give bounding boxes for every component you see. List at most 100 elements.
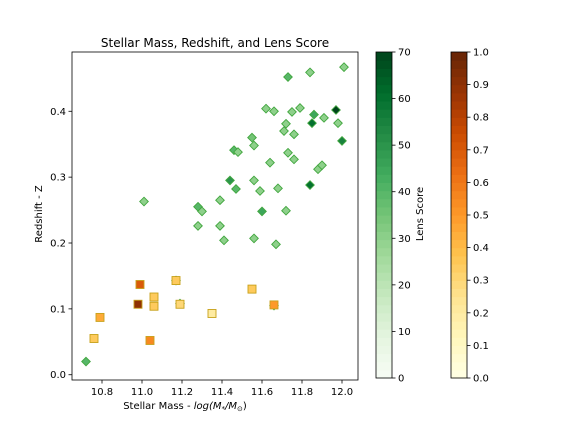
x-tick-label: 12.0 bbox=[331, 387, 353, 398]
colorbar-segment bbox=[451, 369, 467, 379]
diamond-point bbox=[231, 184, 241, 194]
colorbar-segment bbox=[376, 60, 392, 69]
diamond-point bbox=[265, 157, 275, 168]
x-axis-label-mid: /M bbox=[224, 401, 237, 412]
colorbar-segment bbox=[451, 182, 467, 192]
diamond-point bbox=[261, 103, 271, 114]
colorbar-segment bbox=[376, 312, 392, 322]
y-tick-label: 0.0 bbox=[50, 370, 66, 381]
colorbar-frame bbox=[375, 51, 393, 379]
x-axis-label-end: ) bbox=[243, 401, 247, 412]
diamond-point bbox=[307, 118, 317, 129]
secondary-tick-label: 0.0 bbox=[473, 374, 489, 385]
diamond-point bbox=[305, 180, 315, 190]
lens-score-tick-label: 40 bbox=[398, 187, 411, 198]
colorbar-segment bbox=[451, 198, 467, 208]
colorbar-segment bbox=[376, 353, 392, 363]
diamond-point bbox=[249, 233, 259, 244]
colorbar-segment bbox=[451, 272, 467, 281]
secondary-tick-label: 0.2 bbox=[473, 308, 489, 319]
secondary-tick-label: 0.6 bbox=[473, 178, 489, 189]
colorbar-segment bbox=[376, 76, 392, 86]
secondary-tick-label: 0.4 bbox=[473, 243, 489, 254]
colorbar-segment bbox=[376, 206, 392, 216]
colorbar-segment bbox=[451, 84, 467, 94]
diamond-point bbox=[139, 196, 149, 207]
y-tick-label: 0.2 bbox=[50, 239, 66, 250]
diamond-point bbox=[309, 109, 319, 120]
colorbar-segment bbox=[376, 280, 392, 289]
colorbar-segment bbox=[376, 345, 392, 355]
lens-score-tick-label: 10 bbox=[398, 327, 411, 338]
colorbar-segment bbox=[451, 337, 467, 346]
square-point bbox=[149, 292, 159, 302]
diamond-point bbox=[331, 105, 341, 115]
square-point bbox=[171, 276, 181, 285]
diamond-point bbox=[257, 206, 267, 217]
colorbar-segment bbox=[376, 133, 392, 143]
colorbar-segment bbox=[451, 345, 467, 355]
y-tick-label: 0.4 bbox=[50, 107, 66, 118]
colorbar-segment bbox=[376, 141, 392, 151]
secondary-tick-label: 1.0 bbox=[473, 48, 489, 59]
colorbar-segment bbox=[376, 239, 392, 249]
x-tick-label: 10.8 bbox=[91, 387, 113, 398]
lens-score-colorbar: 0 10 20 30 40 50 60 70 bbox=[375, 48, 411, 385]
colorbar-segment bbox=[376, 304, 392, 314]
diamond-point bbox=[249, 175, 259, 186]
secondary-tick-label: 0.3 bbox=[473, 276, 489, 287]
colorbar-segment bbox=[451, 263, 467, 273]
colorbar-segment bbox=[376, 288, 392, 298]
x-axis-label-sub1: * bbox=[222, 405, 226, 413]
colorbar-segment bbox=[451, 320, 467, 330]
secondary-colorbar: 0.0 0.1 0.2 0.3 0.4 0.5 0.6 0.7 0.8 0.9 1.0 bbox=[450, 48, 489, 385]
diamond-point bbox=[283, 72, 293, 82]
diamond-point bbox=[81, 356, 91, 367]
colorbar-segment bbox=[376, 157, 392, 167]
secondary-tick-label: 0.1 bbox=[473, 341, 489, 352]
square-point bbox=[133, 299, 143, 309]
colorbar-segment bbox=[376, 166, 392, 175]
colorbar-segment bbox=[451, 280, 467, 289]
colorbar-segment bbox=[376, 320, 392, 330]
lens-score-tick-label: 70 bbox=[398, 48, 411, 59]
colorbar-segment bbox=[451, 190, 467, 200]
colorbar-segment bbox=[376, 231, 392, 241]
x-axis-label: Stellar Mass - log(M*/M⊙) bbox=[123, 401, 247, 413]
diamond-point bbox=[317, 160, 327, 171]
colorbar-segment bbox=[376, 174, 392, 183]
diamond-point bbox=[333, 118, 343, 129]
square-point bbox=[145, 336, 155, 345]
diamond-point bbox=[289, 154, 299, 165]
x-tick-label: 11.8 bbox=[291, 387, 313, 398]
colorbar-segment bbox=[451, 92, 467, 102]
y-tick-label: 0.1 bbox=[50, 304, 66, 315]
lens-score-tick-label: 50 bbox=[398, 141, 411, 152]
lens-score-tick-label: 30 bbox=[398, 234, 411, 245]
diamond-point bbox=[215, 195, 225, 206]
colorbar-segment bbox=[451, 157, 467, 167]
colorbar-segment bbox=[376, 223, 392, 232]
x-axis-label-prefix: Stellar Mass - bbox=[123, 401, 194, 412]
x-tick-label: 11.0 bbox=[131, 387, 153, 398]
diamond-point bbox=[215, 220, 225, 231]
colorbar-segment bbox=[451, 166, 467, 175]
secondary-tick-label: 0.7 bbox=[473, 145, 489, 156]
colorbar-segment bbox=[451, 141, 467, 151]
colorbar-segment bbox=[451, 288, 467, 298]
colorbar-segment bbox=[376, 198, 392, 208]
colorbar-segment bbox=[376, 84, 392, 94]
colorbar-segment bbox=[451, 174, 467, 183]
diamond-point bbox=[219, 235, 229, 246]
diamond-point bbox=[319, 112, 329, 123]
colorbar-segment bbox=[451, 52, 467, 61]
lens-score-tick-label: 20 bbox=[398, 280, 411, 291]
colorbar-segment bbox=[376, 247, 392, 257]
plot-area bbox=[71, 51, 359, 381]
colorbar-segment bbox=[451, 76, 467, 86]
secondary-tick-label: 0.8 bbox=[473, 113, 489, 124]
colorbar-segment bbox=[376, 182, 392, 192]
diamond-point bbox=[279, 126, 289, 136]
